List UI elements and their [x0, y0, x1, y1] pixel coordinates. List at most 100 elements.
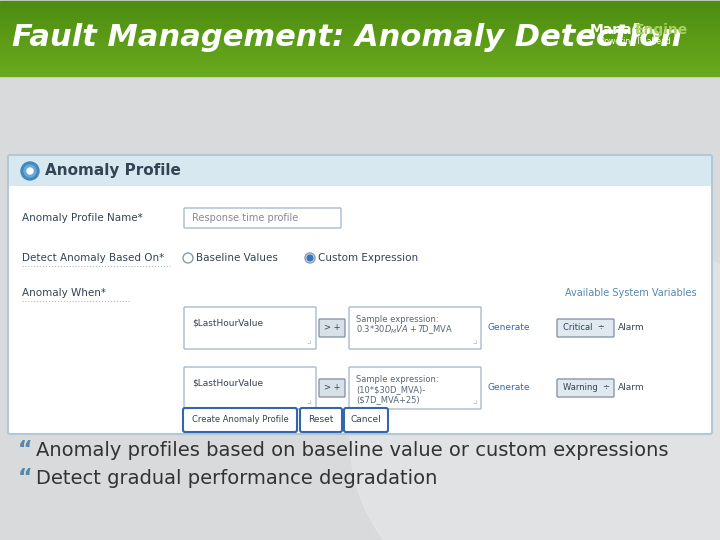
Bar [0, 6, 720, 8]
Bar [0, 55, 720, 56]
Text: Engine: Engine [635, 23, 688, 37]
Bar [0, 12, 720, 14]
Bar [0, 59, 720, 61]
Bar [0, 64, 720, 66]
Bar [0, 10, 720, 11]
Text: $LastHourValue: $LastHourValue [192, 379, 263, 388]
Text: ⌟: ⌟ [306, 335, 310, 345]
Bar [0, 47, 720, 49]
Bar [0, 53, 720, 55]
FancyBboxPatch shape [9, 156, 711, 186]
Text: (10*$30D_MVA)-: (10*$30D_MVA)- [356, 386, 426, 395]
Bar [0, 1, 720, 3]
Bar [0, 21, 720, 23]
Circle shape [307, 255, 313, 261]
Text: Detect Anomaly Based On*: Detect Anomaly Based On* [22, 253, 164, 263]
Bar [0, 28, 720, 30]
Text: Available System Variables: Available System Variables [565, 288, 697, 298]
Bar [0, 3, 720, 5]
Bar [0, 40, 720, 43]
FancyBboxPatch shape [184, 208, 341, 228]
FancyBboxPatch shape [349, 367, 481, 409]
Text: > +: > + [324, 383, 341, 393]
Text: Powering IT ahead: Powering IT ahead [600, 37, 670, 46]
Bar [0, 72, 720, 74]
FancyBboxPatch shape [557, 379, 614, 397]
Bar [0, 4, 720, 6]
Bar [0, 7, 720, 9]
Text: Alarm: Alarm [618, 323, 644, 333]
Text: Anomaly When*: Anomaly When* [22, 288, 106, 298]
Text: ⌟: ⌟ [472, 395, 477, 405]
Text: Reset: Reset [308, 415, 333, 424]
Text: ⌟: ⌟ [306, 395, 310, 405]
Bar [0, 18, 720, 20]
Bar [0, 60, 720, 63]
Text: $LastHourValue: $LastHourValue [192, 319, 263, 327]
Bar [0, 73, 720, 75]
Bar [0, 58, 720, 60]
Bar [0, 8, 720, 10]
Bar [0, 70, 720, 71]
Text: Critical  ÷: Critical ÷ [563, 323, 605, 333]
Bar [0, 14, 720, 15]
Circle shape [27, 168, 33, 174]
Ellipse shape [350, 240, 720, 540]
Text: Anomaly Profile: Anomaly Profile [45, 164, 181, 179]
Bar [0, 43, 720, 45]
Bar [0, 66, 720, 68]
Text: Generate: Generate [488, 323, 531, 333]
Circle shape [305, 253, 315, 263]
Text: Anomaly profiles based on baseline value or custom expressions: Anomaly profiles based on baseline value… [36, 441, 668, 460]
FancyBboxPatch shape [300, 408, 342, 432]
Bar [0, 75, 720, 76]
Bar [0, 33, 720, 35]
Text: Fault Management: Anomaly Detection: Fault Management: Anomaly Detection [12, 24, 682, 52]
Bar [0, 19, 720, 21]
Bar [0, 63, 720, 65]
Bar [0, 35, 720, 36]
Bar [0, 46, 720, 48]
Bar [0, 38, 720, 40]
Bar [0, 51, 720, 52]
FancyBboxPatch shape [319, 319, 345, 337]
Bar [0, 67, 720, 69]
Text: ($7D_MVA+25): ($7D_MVA+25) [356, 395, 420, 404]
Bar [0, 44, 720, 46]
Bar [0, 36, 720, 37]
FancyBboxPatch shape [319, 379, 345, 397]
Text: Baseline Values: Baseline Values [196, 253, 278, 263]
Text: Alarm: Alarm [618, 383, 644, 393]
FancyBboxPatch shape [344, 408, 388, 432]
Bar [0, 17, 720, 19]
Text: Create Anomaly Profile: Create Anomaly Profile [192, 415, 289, 424]
Text: Sample expression:: Sample expression: [356, 375, 438, 384]
Bar [0, 31, 720, 32]
FancyBboxPatch shape [349, 307, 481, 349]
Text: Generate: Generate [488, 383, 531, 393]
Text: “: “ [18, 468, 32, 488]
Text: Warning  ÷: Warning ÷ [563, 383, 610, 393]
Text: “: “ [18, 440, 32, 460]
FancyBboxPatch shape [183, 408, 297, 432]
Text: Cancel: Cancel [351, 415, 382, 424]
Bar [0, 2, 720, 4]
Bar [0, 52, 720, 54]
Text: Manage: Manage [590, 23, 652, 37]
Bar [0, 32, 720, 33]
FancyBboxPatch shape [184, 367, 316, 409]
Bar [0, 23, 720, 25]
FancyBboxPatch shape [184, 307, 316, 349]
Text: Sample expression:: Sample expression: [356, 315, 438, 325]
Bar [0, 27, 720, 29]
Bar [0, 71, 720, 72]
Bar [0, 48, 720, 50]
Bar [0, 30, 720, 31]
Bar [0, 50, 720, 51]
Bar [0, 57, 720, 59]
Bar [0, 68, 720, 70]
Circle shape [24, 165, 36, 177]
FancyBboxPatch shape [8, 155, 712, 434]
Bar [0, 42, 720, 44]
Bar [0, 26, 720, 28]
